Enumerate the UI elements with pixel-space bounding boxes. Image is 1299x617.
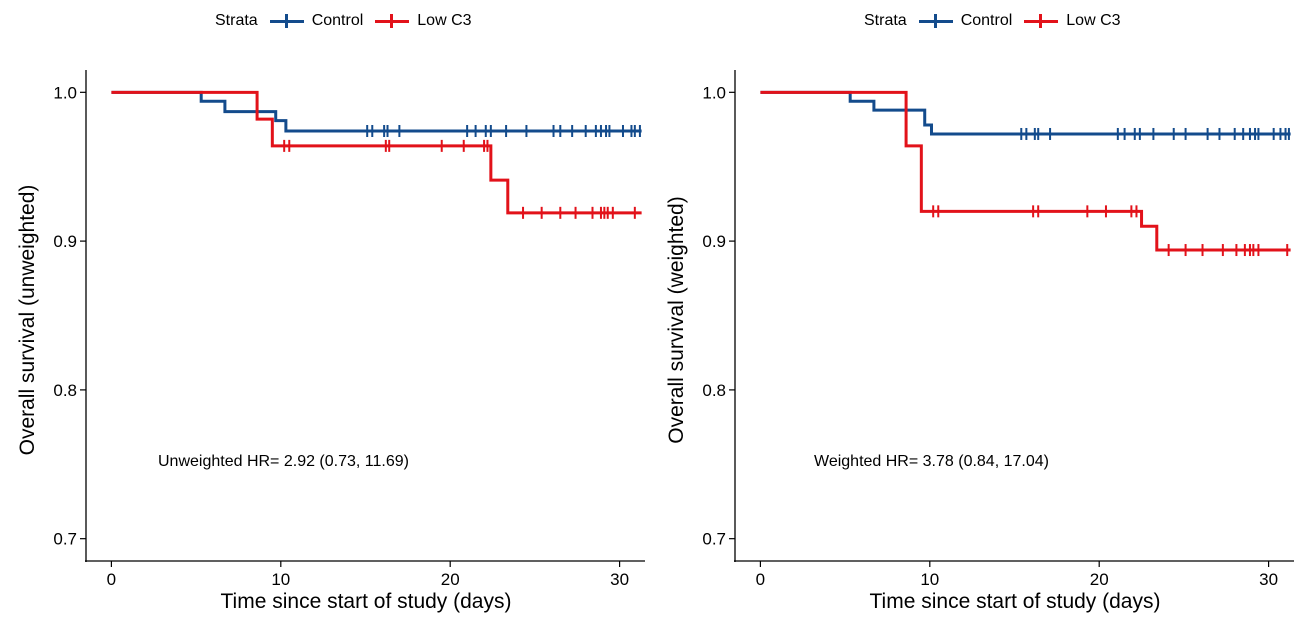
km-plot-unweighted: Strata Control Low C3 0.7 0.8 0.9 1.0 0 10 20 3… [0, 0, 649, 617]
x-tick-label: 20 [1090, 570, 1109, 589]
y-tick-label: 0.9 [702, 232, 726, 251]
legend: Strata Control Low C3 [864, 6, 1121, 36]
legend-label-low-c3: Low C3 [1066, 12, 1121, 29]
legend-title: Strata [215, 12, 258, 29]
legend: Strata Control Low C3 [215, 6, 472, 36]
y-tick-label: 0.8 [53, 381, 77, 400]
plot-area: 0.7 0.8 0.9 1.0 0 10 20 30 [53, 70, 645, 589]
plot-area: 0.7 0.8 0.9 1.0 0 10 20 30 [702, 70, 1294, 589]
hr-annotation: Unweighted HR= 2.92 (0.73, 11.69) [158, 453, 409, 470]
survival-curve-low-c3 [111, 90, 642, 215]
y-tick-label: 1.0 [53, 83, 77, 102]
legend-item-control: Control [269, 12, 364, 30]
x-tick-label: 30 [610, 570, 629, 589]
x-tick-label: 20 [441, 570, 460, 589]
x-tick-label: 0 [756, 570, 765, 589]
x-tick-label: 30 [1259, 570, 1278, 589]
y-tick-label: 0.7 [702, 530, 726, 549]
legend-key-control [918, 13, 953, 29]
legend-item-low-c3: Low C3 [1024, 12, 1121, 30]
x-axis-label: Time since start of study (days) [220, 590, 512, 613]
y-tick-label: 0.8 [702, 381, 726, 400]
survival-curve-control [111, 90, 642, 133]
legend-label-control: Control [311, 12, 364, 29]
legend-item-control: Control [918, 12, 1013, 30]
legend-title: Strata [864, 12, 907, 29]
y-tick-label: 0.7 [53, 530, 77, 549]
y-tick-label: 0.9 [53, 232, 77, 251]
x-tick-label: 10 [271, 570, 290, 589]
y-axis-label: Overall survival (weighted) [665, 196, 688, 444]
km-plot-weighted: Strata Control Low C3 0.7 0.8 0.9 1.0 0 10 20 3… [649, 0, 1298, 617]
legend-key-control [269, 13, 304, 29]
survival-curve-low-c3 [760, 90, 1291, 252]
legend-key-low-c3 [1024, 13, 1059, 29]
y-axis-label: Overall survival (unweighted) [16, 184, 39, 456]
legend-key-low-c3 [375, 13, 410, 29]
legend-label-low-c3: Low C3 [417, 12, 472, 29]
x-axis-label: Time since start of study (days) [869, 590, 1161, 613]
legend-item-low-c3: Low C3 [375, 12, 472, 30]
y-tick-label: 1.0 [702, 83, 726, 102]
legend-label-control: Control [960, 12, 1013, 29]
hr-annotation: Weighted HR= 3.78 (0.84, 17.04) [814, 453, 1049, 470]
x-tick-label: 10 [920, 570, 939, 589]
x-tick-label: 0 [107, 570, 116, 589]
survival-curve-control [760, 90, 1291, 136]
